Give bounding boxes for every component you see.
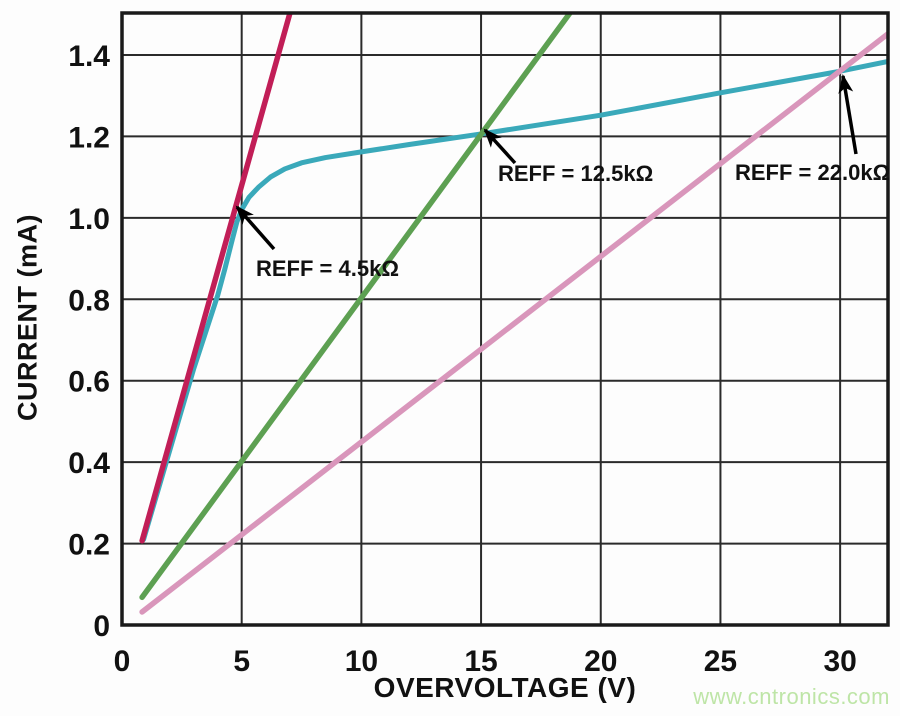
reff-4p5k-load-line <box>139 13 293 544</box>
series-group <box>139 13 888 615</box>
y-axis-title: CURRENT (mA) <box>12 214 43 421</box>
annotation-label: REFF = 12.5kΩ <box>498 161 653 186</box>
annotation-arrow <box>838 74 858 155</box>
reff-22k-load-line <box>139 31 888 615</box>
plot-border <box>120 11 890 627</box>
tick-labels: 0 0.2 0.4 0.6 0.8 1.0 1.2 1.4 0 5 10 15 20 25 30 <box>68 40 857 678</box>
annotation-label: REFF = 22.0kΩ <box>735 160 890 185</box>
x-tick-label: 10 <box>345 645 378 678</box>
x-tick-label: 25 <box>704 645 737 678</box>
x-tick-label: 30 <box>823 645 856 678</box>
x-tick-label: 15 <box>464 645 497 678</box>
y-tick-label: 1.2 <box>68 121 110 154</box>
x-tick-label: 20 <box>584 645 617 678</box>
y-tick-label: 0.4 <box>68 447 110 480</box>
annotation-arrow <box>483 128 517 165</box>
x-axis-title: OVERVOLTAGE (V) <box>373 672 637 703</box>
annotation-arrow <box>235 205 276 251</box>
annotations: REFF = 4.5kΩ REFF = 12.5kΩ REFF = 22.0kΩ <box>235 74 890 281</box>
y-tick-label: 0.6 <box>68 366 110 399</box>
y-tick-label: 1.4 <box>68 40 110 73</box>
annotation-label: REFF = 4.5kΩ <box>256 256 399 281</box>
x-tick-label: 5 <box>233 645 250 678</box>
watermark: www.cntronics.com <box>693 684 890 709</box>
y-tick-label: 0.2 <box>68 529 110 562</box>
x-tick-label: 0 <box>114 645 131 678</box>
y-tick-label: 1.0 <box>68 203 110 236</box>
reff-12p5k-load-line <box>139 13 574 601</box>
y-tick-label: 0.8 <box>68 284 110 317</box>
y-tick-label: 0 <box>93 610 110 643</box>
